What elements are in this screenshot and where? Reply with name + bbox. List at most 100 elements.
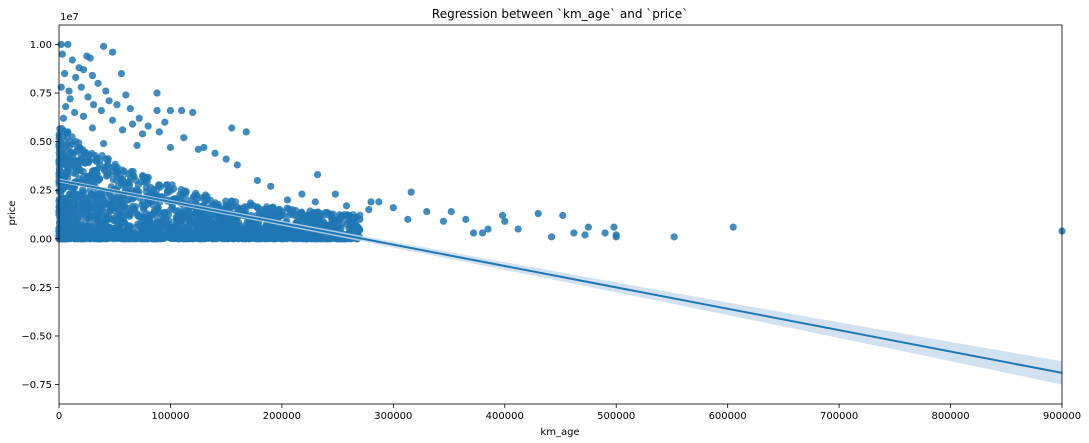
data-point (105, 223, 113, 232)
data-point (125, 181, 134, 189)
y-tick-label: 0.25 (30, 186, 52, 197)
data-point (137, 178, 145, 186)
x-tick-label: 200000 (263, 411, 301, 422)
data-point (253, 176, 261, 185)
data-point (350, 227, 358, 235)
data-point (478, 229, 487, 237)
data-point (407, 188, 415, 196)
data-point (222, 155, 230, 163)
data-point (59, 114, 68, 122)
data-point (72, 138, 80, 146)
data-point (224, 202, 233, 210)
y-tick-label: −0.25 (21, 283, 52, 294)
data-point (423, 207, 431, 216)
data-point (117, 69, 126, 78)
x-tick-label: 0 (56, 411, 62, 422)
data-point (345, 211, 353, 220)
data-point (292, 206, 300, 215)
data-point (174, 235, 182, 243)
data-point (147, 223, 155, 231)
data-point (121, 219, 129, 227)
y-tick-label: 0.50 (30, 137, 52, 148)
data-point (219, 233, 227, 241)
data-point (55, 151, 64, 159)
data-point (182, 188, 190, 196)
data-point (246, 199, 255, 207)
data-point (584, 223, 592, 231)
data-point (439, 217, 448, 225)
data-point (270, 230, 278, 238)
data-point (88, 71, 97, 80)
data-point (94, 205, 102, 213)
data-point (95, 164, 103, 172)
data-point (343, 220, 351, 229)
data-point (164, 210, 173, 219)
data-point (126, 211, 135, 219)
regression-layer (58, 178, 1063, 385)
data-point (122, 91, 130, 99)
data-point (670, 233, 678, 241)
data-point (331, 190, 339, 198)
data-point (168, 229, 176, 237)
x-tick-label: 400000 (486, 411, 524, 422)
data-point (176, 191, 184, 199)
data-point (190, 195, 198, 203)
data-point (267, 182, 275, 190)
data-point (311, 198, 319, 206)
data-point (141, 213, 149, 222)
confidence-band (59, 178, 1062, 385)
data-point (303, 211, 311, 219)
data-point (63, 167, 71, 175)
axes: 0 100000 200000 300000 400000 500000 600000 700… (21, 24, 1081, 422)
data-point (178, 230, 186, 238)
data-point (119, 201, 127, 209)
data-point (514, 225, 522, 233)
data-point (166, 106, 175, 115)
data-point (211, 149, 219, 157)
data-point (86, 234, 94, 243)
data-point (57, 83, 65, 91)
data-point (193, 234, 201, 242)
data-point (62, 103, 70, 111)
data-point (266, 205, 274, 213)
data-point (86, 54, 94, 62)
data-point (57, 201, 65, 209)
data-point (462, 215, 470, 223)
data-point (106, 234, 114, 242)
data-point (118, 126, 127, 134)
data-point (484, 225, 492, 233)
x-axis-label: km_age (540, 427, 579, 438)
data-point (162, 230, 170, 239)
data-point (501, 217, 509, 225)
data-point (59, 172, 67, 180)
data-point (67, 208, 75, 216)
data-point (73, 208, 81, 216)
data-point (68, 56, 76, 64)
data-point (207, 211, 215, 219)
data-point (64, 128, 72, 136)
data-point (102, 87, 110, 95)
data-point (307, 219, 315, 227)
data-point (79, 167, 87, 176)
data-point (246, 219, 254, 227)
data-point (108, 48, 117, 56)
data-point (88, 124, 97, 132)
data-point (63, 156, 71, 164)
data-point (404, 215, 412, 223)
data-point (64, 40, 72, 49)
data-point (570, 229, 578, 237)
data-point (128, 205, 136, 213)
data-point (79, 112, 88, 120)
data-point (201, 221, 209, 229)
y-tick-label: −0.50 (21, 331, 52, 342)
data-point (298, 190, 306, 198)
data-point (389, 204, 397, 212)
data-point (77, 145, 85, 153)
data-point (318, 234, 326, 242)
data-point (153, 89, 161, 97)
data-point (113, 101, 121, 109)
data-point (69, 184, 77, 192)
data-point (82, 194, 90, 203)
data-point (174, 207, 182, 215)
